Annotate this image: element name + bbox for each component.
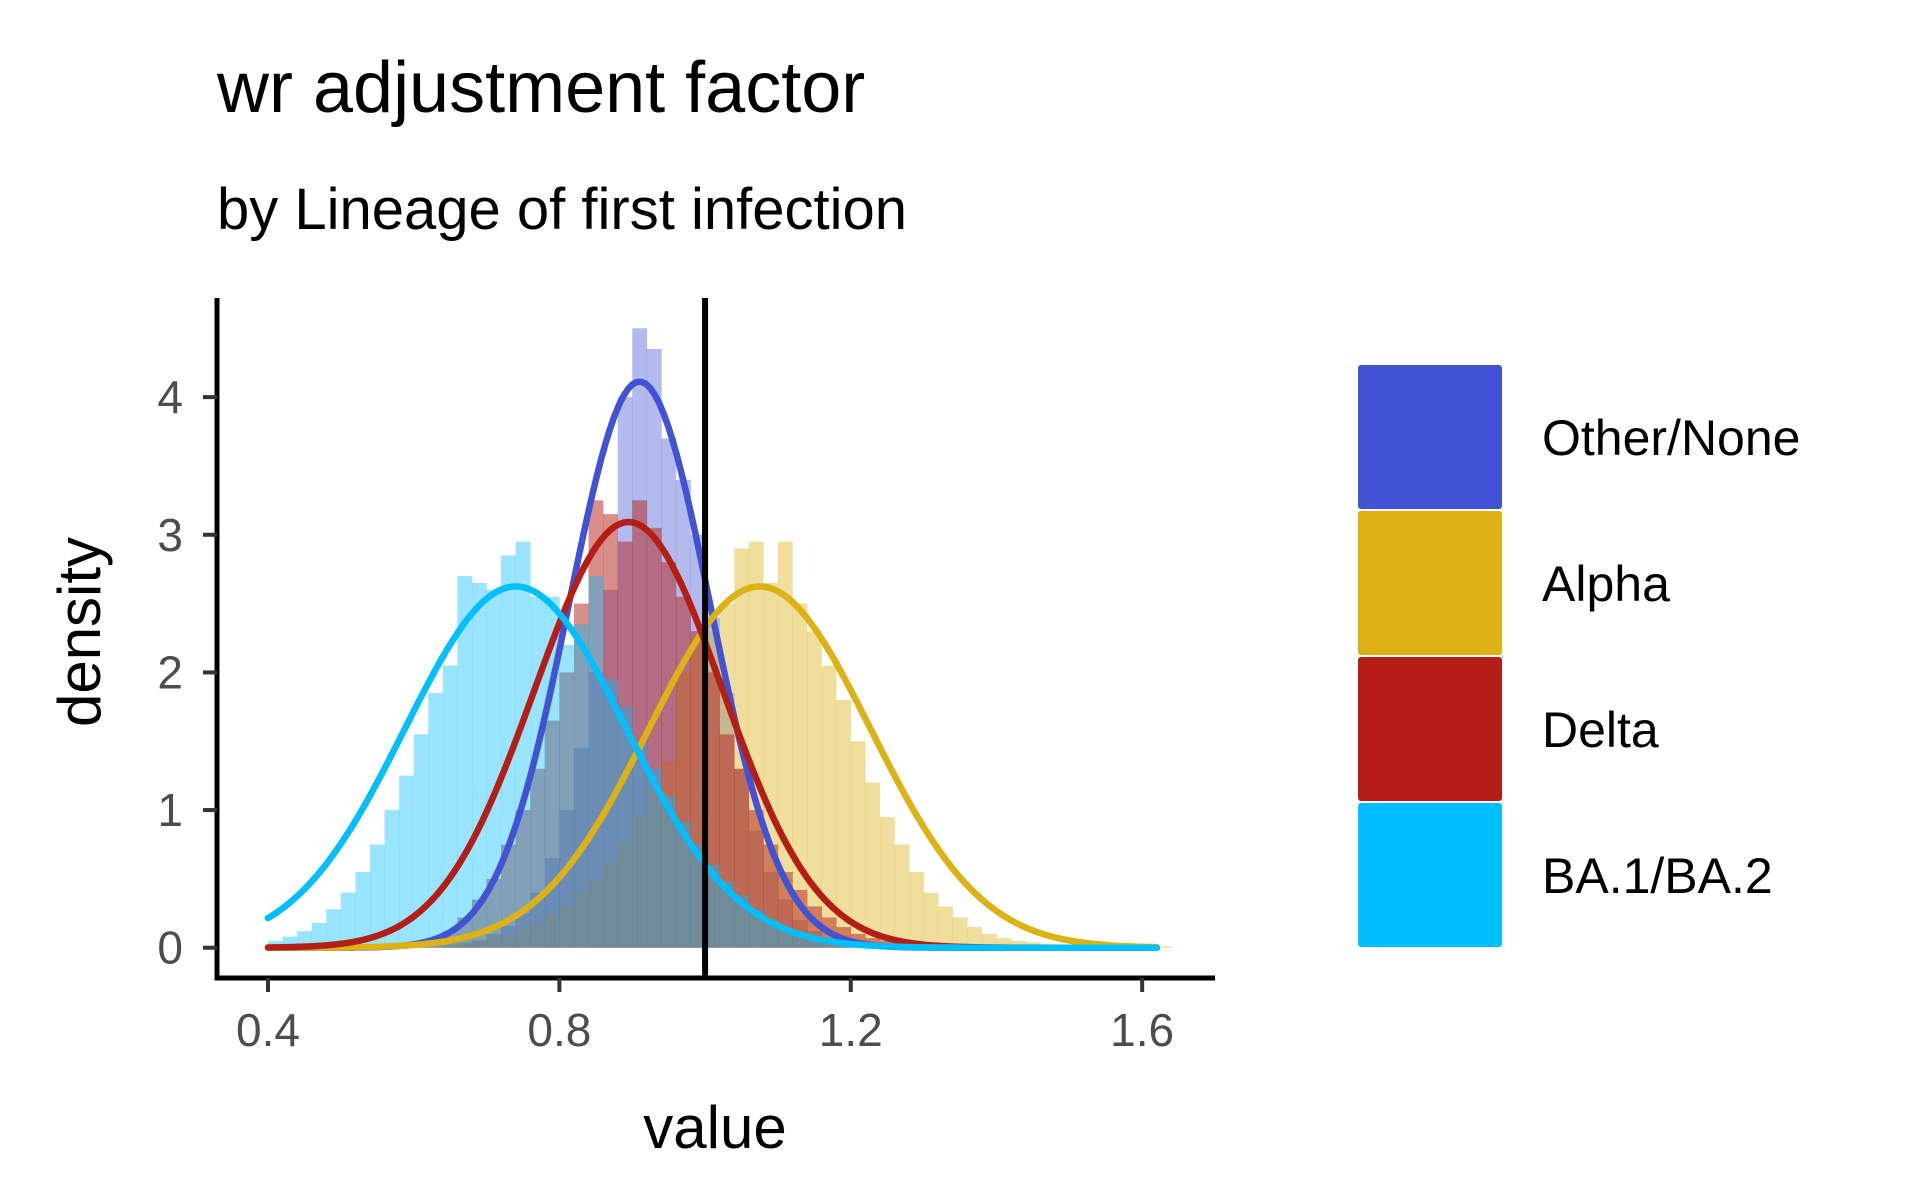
- histogram-bar: [428, 693, 443, 948]
- y-tick-label: 1: [157, 784, 183, 836]
- x-tick-label: 1.6: [1110, 1004, 1174, 1056]
- legend-item-alpha: Alpha: [1358, 511, 1670, 655]
- y-tick-label: 0: [157, 922, 183, 974]
- y-tick-label: 4: [157, 371, 183, 423]
- histogram-bar: [894, 844, 909, 947]
- histogram-bar: [953, 917, 968, 947]
- histogram-bar: [924, 893, 939, 948]
- legend-item-ba-1-ba-2: BA.1/BA.2: [1358, 803, 1773, 947]
- histogram-bar: [589, 576, 604, 948]
- legend: Other/None Alpha Delta BA.1/BA.2: [1358, 365, 1800, 947]
- legend-label: Alpha: [1542, 556, 1670, 612]
- histogram-bar: [851, 741, 866, 947]
- histogram-bar: [909, 872, 924, 948]
- y-axis-ticks: 0 1 2 3 4: [157, 371, 217, 974]
- legend-item-delta: Delta: [1358, 657, 1659, 801]
- legend-label: Delta: [1542, 702, 1659, 758]
- x-axis-title: value: [643, 1094, 786, 1161]
- chart-title: wr adjustment factor: [216, 48, 865, 128]
- chart-subtitle: by Lineage of first infection: [217, 177, 907, 242]
- legend-key: [1358, 657, 1502, 801]
- histogram-bar: [574, 624, 589, 947]
- legend-label: Other/None: [1542, 410, 1800, 466]
- histogram-bar: [516, 542, 531, 948]
- y-tick-label: 3: [157, 509, 183, 561]
- legend-key: [1358, 803, 1502, 947]
- y-tick-label: 2: [157, 646, 183, 698]
- x-axis-ticks: 0.4 0.8 1.2 1.6: [236, 978, 1174, 1056]
- legend-key: [1358, 511, 1502, 655]
- histogram-bar: [807, 631, 822, 948]
- histogram-bar: [880, 817, 895, 948]
- x-tick-label: 1.2: [819, 1004, 883, 1056]
- y-axis-title: density: [46, 537, 113, 727]
- histogram-bar: [443, 666, 458, 948]
- legend-item-other-none: Other/None: [1358, 365, 1800, 509]
- histogram-bar: [865, 783, 880, 948]
- legend-key: [1358, 365, 1502, 509]
- histogram-bar: [938, 906, 953, 947]
- histogram-bar: [632, 741, 647, 947]
- x-tick-label: 0.8: [527, 1004, 591, 1056]
- x-tick-label: 0.4: [236, 1004, 300, 1056]
- histogram-bar: [559, 645, 574, 948]
- legend-label: BA.1/BA.2: [1542, 848, 1773, 904]
